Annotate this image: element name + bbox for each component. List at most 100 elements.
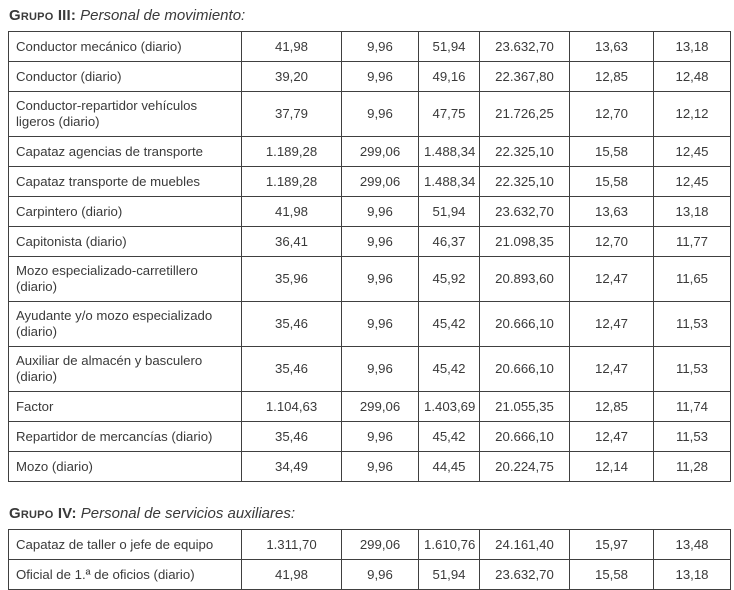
value-cell: 299,06 — [341, 136, 419, 167]
table-row: Capataz de taller o jefe de equipo 1.311… — [8, 529, 731, 560]
table-row: Capitonista (diario) 36,41 9,96 46,37 21… — [8, 226, 731, 257]
value-cell: 12,48 — [653, 61, 731, 92]
group-subtitle: Personal de movimiento: — [80, 7, 246, 24]
table-row: Conductor-repartidor vehículos ligeros (… — [8, 91, 731, 137]
value-cell: 35,46 — [241, 301, 342, 347]
value-cell: 299,06 — [341, 166, 419, 197]
group-subtitle: Personal de servicios auxiliares: — [80, 505, 296, 522]
value-cell: 45,92 — [418, 256, 480, 302]
value-cell: 22.325,10 — [479, 136, 570, 167]
value-cell: 1.488,34 — [418, 136, 480, 167]
category-cell: Carpintero (diario) — [8, 196, 242, 227]
value-cell: 1.104,63 — [241, 391, 342, 422]
value-cell: 9,96 — [341, 226, 419, 257]
table-row: Auxiliar de almacén y basculero (diario)… — [8, 346, 731, 392]
value-cell: 21.726,25 — [479, 91, 570, 137]
value-cell: 21.098,35 — [479, 226, 570, 257]
value-cell: 46,37 — [418, 226, 480, 257]
table-row: Capataz transporte de muebles 1.189,28 2… — [8, 166, 731, 197]
value-cell: 9,96 — [341, 451, 419, 482]
value-cell: 13,63 — [569, 196, 654, 227]
value-cell: 1.488,34 — [418, 166, 480, 197]
value-cell: 47,75 — [418, 91, 480, 137]
value-cell: 41,98 — [241, 559, 342, 590]
value-cell: 15,58 — [569, 136, 654, 167]
value-cell: 11,53 — [653, 421, 731, 452]
value-cell: 9,96 — [341, 61, 419, 92]
value-cell: 35,96 — [241, 256, 342, 302]
value-cell: 1.403,69 — [418, 391, 480, 422]
value-cell: 20.666,10 — [479, 301, 570, 347]
value-cell: 34,49 — [241, 451, 342, 482]
table-row: Carpintero (diario) 41,98 9,96 51,94 23.… — [8, 196, 731, 227]
value-cell: 20.224,75 — [479, 451, 570, 482]
value-cell: 13,18 — [653, 196, 731, 227]
category-cell: Capataz transporte de muebles — [8, 166, 242, 197]
value-cell: 12,14 — [569, 451, 654, 482]
value-cell: 12,47 — [569, 421, 654, 452]
value-cell: 12,45 — [653, 166, 731, 197]
value-cell: 13,18 — [653, 559, 731, 590]
value-cell: 9,96 — [341, 196, 419, 227]
category-cell: Repartidor de mercancías (diario) — [8, 421, 242, 452]
value-cell: 12,12 — [653, 91, 731, 137]
value-cell: 37,79 — [241, 91, 342, 137]
value-cell: 299,06 — [341, 529, 419, 560]
value-cell: 9,96 — [341, 301, 419, 347]
value-cell: 12,47 — [569, 256, 654, 302]
table-row: Mozo (diario) 34,49 9,96 44,45 20.224,75… — [8, 451, 731, 482]
value-cell: 51,94 — [418, 559, 480, 590]
value-cell: 45,42 — [418, 421, 480, 452]
value-cell: 9,96 — [341, 346, 419, 392]
value-cell: 1.189,28 — [241, 166, 342, 197]
category-cell: Capataz agencias de transporte — [8, 136, 242, 167]
category-cell: Factor — [8, 391, 242, 422]
value-cell: 21.055,35 — [479, 391, 570, 422]
table-row: Ayudante y/o mozo especializado (diario)… — [8, 301, 731, 347]
value-cell: 12,45 — [653, 136, 731, 167]
table-row: Mozo especializado-carretillero (diario)… — [8, 256, 731, 302]
value-cell: 24.161,40 — [479, 529, 570, 560]
category-cell: Conductor-repartidor vehículos ligeros (… — [8, 91, 242, 137]
category-cell: Mozo especializado-carretillero (diario) — [8, 256, 242, 302]
value-cell: 11,53 — [653, 301, 731, 347]
value-cell: 35,46 — [241, 421, 342, 452]
value-cell: 20.666,10 — [479, 421, 570, 452]
table-row: Oficial de 1.ª de oficios (diario) 41,98… — [8, 559, 731, 590]
value-cell: 41,98 — [241, 31, 342, 62]
salary-table-grupo-iii: Conductor mecánico (diario) 41,98 9,96 5… — [8, 31, 731, 482]
value-cell: 45,42 — [418, 346, 480, 392]
value-cell: 13,63 — [569, 31, 654, 62]
value-cell: 12,85 — [569, 391, 654, 422]
section-grupo-iii: Grupo III: Personal de movimiento: Conduc… — [8, 0, 734, 482]
group-label: Grupo III: — [9, 7, 77, 24]
value-cell: 45,42 — [418, 301, 480, 347]
value-cell: 11,74 — [653, 391, 731, 422]
value-cell: 44,45 — [418, 451, 480, 482]
value-cell: 12,47 — [569, 301, 654, 347]
value-cell: 22.367,80 — [479, 61, 570, 92]
group-label: Grupo IV: — [9, 505, 77, 522]
value-cell: 11,65 — [653, 256, 731, 302]
value-cell: 1.189,28 — [241, 136, 342, 167]
value-cell: 9,96 — [341, 421, 419, 452]
section-grupo-iv: Grupo IV: Personal de servicios auxiliare… — [8, 482, 734, 590]
value-cell: 35,46 — [241, 346, 342, 392]
value-cell: 1.610,76 — [418, 529, 480, 560]
table-row: Conductor mecánico (diario) 41,98 9,96 5… — [8, 31, 731, 62]
section-heading-grupo-iii: Grupo III: Personal de movimiento: — [8, 0, 734, 31]
table-row: Repartidor de mercancías (diario) 35,46 … — [8, 421, 731, 452]
value-cell: 12,47 — [569, 346, 654, 392]
value-cell: 15,58 — [569, 166, 654, 197]
table-row: Capataz agencias de transporte 1.189,28 … — [8, 136, 731, 167]
value-cell: 23.632,70 — [479, 196, 570, 227]
category-cell: Conductor (diario) — [8, 61, 242, 92]
category-cell: Capitonista (diario) — [8, 226, 242, 257]
salary-table-grupo-iv: Capataz de taller o jefe de equipo 1.311… — [8, 529, 731, 590]
value-cell: 11,53 — [653, 346, 731, 392]
value-cell: 41,98 — [241, 196, 342, 227]
value-cell: 23.632,70 — [479, 31, 570, 62]
value-cell: 9,96 — [341, 256, 419, 302]
category-cell: Auxiliar de almacén y basculero (diario) — [8, 346, 242, 392]
value-cell: 36,41 — [241, 226, 342, 257]
